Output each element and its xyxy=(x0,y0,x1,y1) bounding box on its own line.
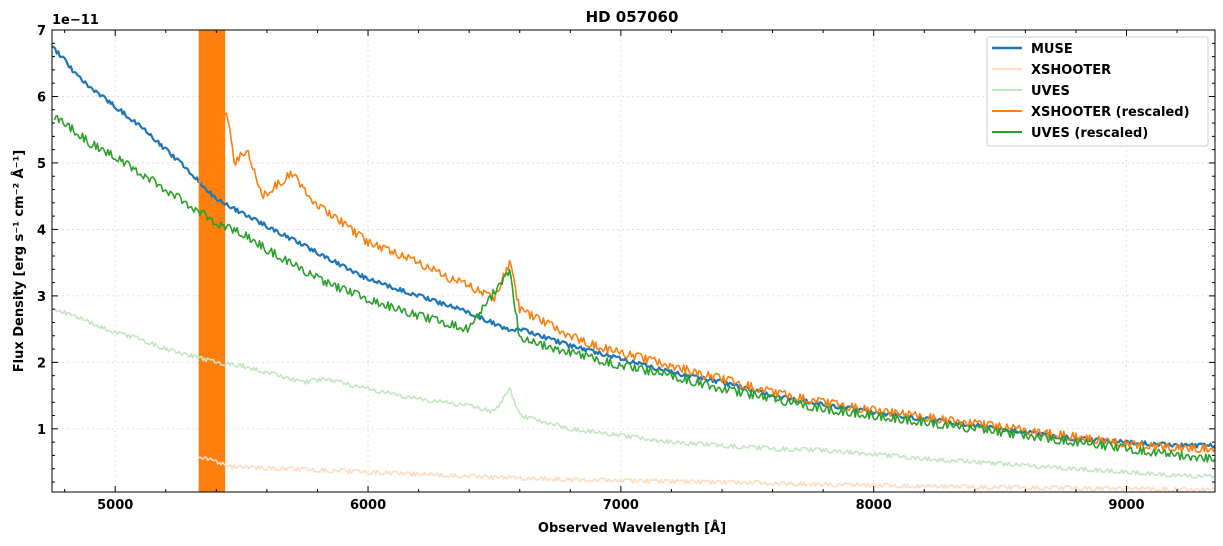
y-tick-label: 7 xyxy=(37,24,46,39)
legend-label-muse: MUSE xyxy=(1031,42,1073,57)
series-line-uves-rescaled xyxy=(53,115,1215,463)
legend-box xyxy=(986,36,1209,147)
axis-ticks: 5000 6000 7000 8000 9000 1 2 3 4 5 6 7 xyxy=(37,24,1215,513)
series-line-xshooter xyxy=(198,456,1215,492)
y-tick-label: 1 xyxy=(37,423,46,438)
legend-label-xshooter-rescaled: XSHOOTER (rescaled) xyxy=(1031,105,1190,120)
x-tick-label: 5000 xyxy=(97,498,133,513)
x-tick-label: 9000 xyxy=(1108,498,1144,513)
y-tick-label: 3 xyxy=(37,290,46,305)
series-line-xshooter-rescaled xyxy=(197,112,1215,453)
plot-frame xyxy=(51,29,1216,493)
legend-label-uves: UVES xyxy=(1031,84,1070,99)
x-tick-label: 8000 xyxy=(856,498,892,513)
y-tick-label: 4 xyxy=(37,223,46,238)
series-lines xyxy=(52,45,1215,492)
y-axis-label: Flux Density [erg s⁻¹ cm⁻² Å⁻¹] xyxy=(11,150,27,373)
y-tick-label: 6 xyxy=(37,90,46,105)
x-tick-label: 7000 xyxy=(603,498,639,513)
x-tick-label: 6000 xyxy=(350,498,386,513)
chart-title: HD 057060 xyxy=(586,8,679,26)
xshooter-noise-band xyxy=(198,30,226,492)
legend-label-uves-rescaled: UVES (rescaled) xyxy=(1031,126,1148,141)
xshooter-noise-band-rect xyxy=(198,30,226,492)
y-tick-label: 5 xyxy=(37,157,46,172)
series-line-uves xyxy=(53,307,1215,479)
x-axis-label: Observed Wavelength [Å] xyxy=(538,520,726,536)
y-tick-label: 2 xyxy=(37,356,46,371)
legend: MUSE XSHOOTER UVES XSHOOTER (rescaled) UVES … xyxy=(986,36,1209,147)
legend-label-xshooter: XSHOOTER xyxy=(1031,63,1111,78)
y-scale-label: 1e−11 xyxy=(52,13,99,28)
